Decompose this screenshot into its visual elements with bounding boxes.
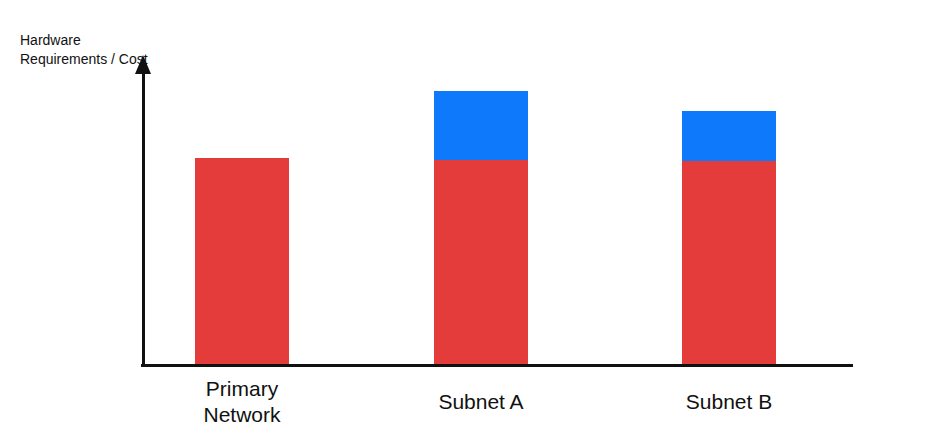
bar-segment-red-segment-primary-network <box>195 158 289 364</box>
bar-segment-red-segment-subnet-b <box>682 161 776 364</box>
x-category-label-subnet-a: Subnet A <box>396 376 566 428</box>
x-category-label-subnet-b: Subnet B <box>644 376 814 428</box>
bar-segment-blue-segment-subnet-b <box>682 111 776 161</box>
x-axis-line <box>141 364 853 367</box>
bar-segment-blue-segment-subnet-a <box>434 91 528 160</box>
bar-segment-red-segment-subnet-a <box>434 160 528 364</box>
y-axis-label: Hardware Requirements / Cost <box>20 31 152 69</box>
y-axis-line <box>142 70 145 366</box>
x-category-label-primary-network: Primary Network <box>157 376 327 428</box>
stacked-bar-chart: Hardware Requirements / Cost Primary Net… <box>0 0 933 437</box>
